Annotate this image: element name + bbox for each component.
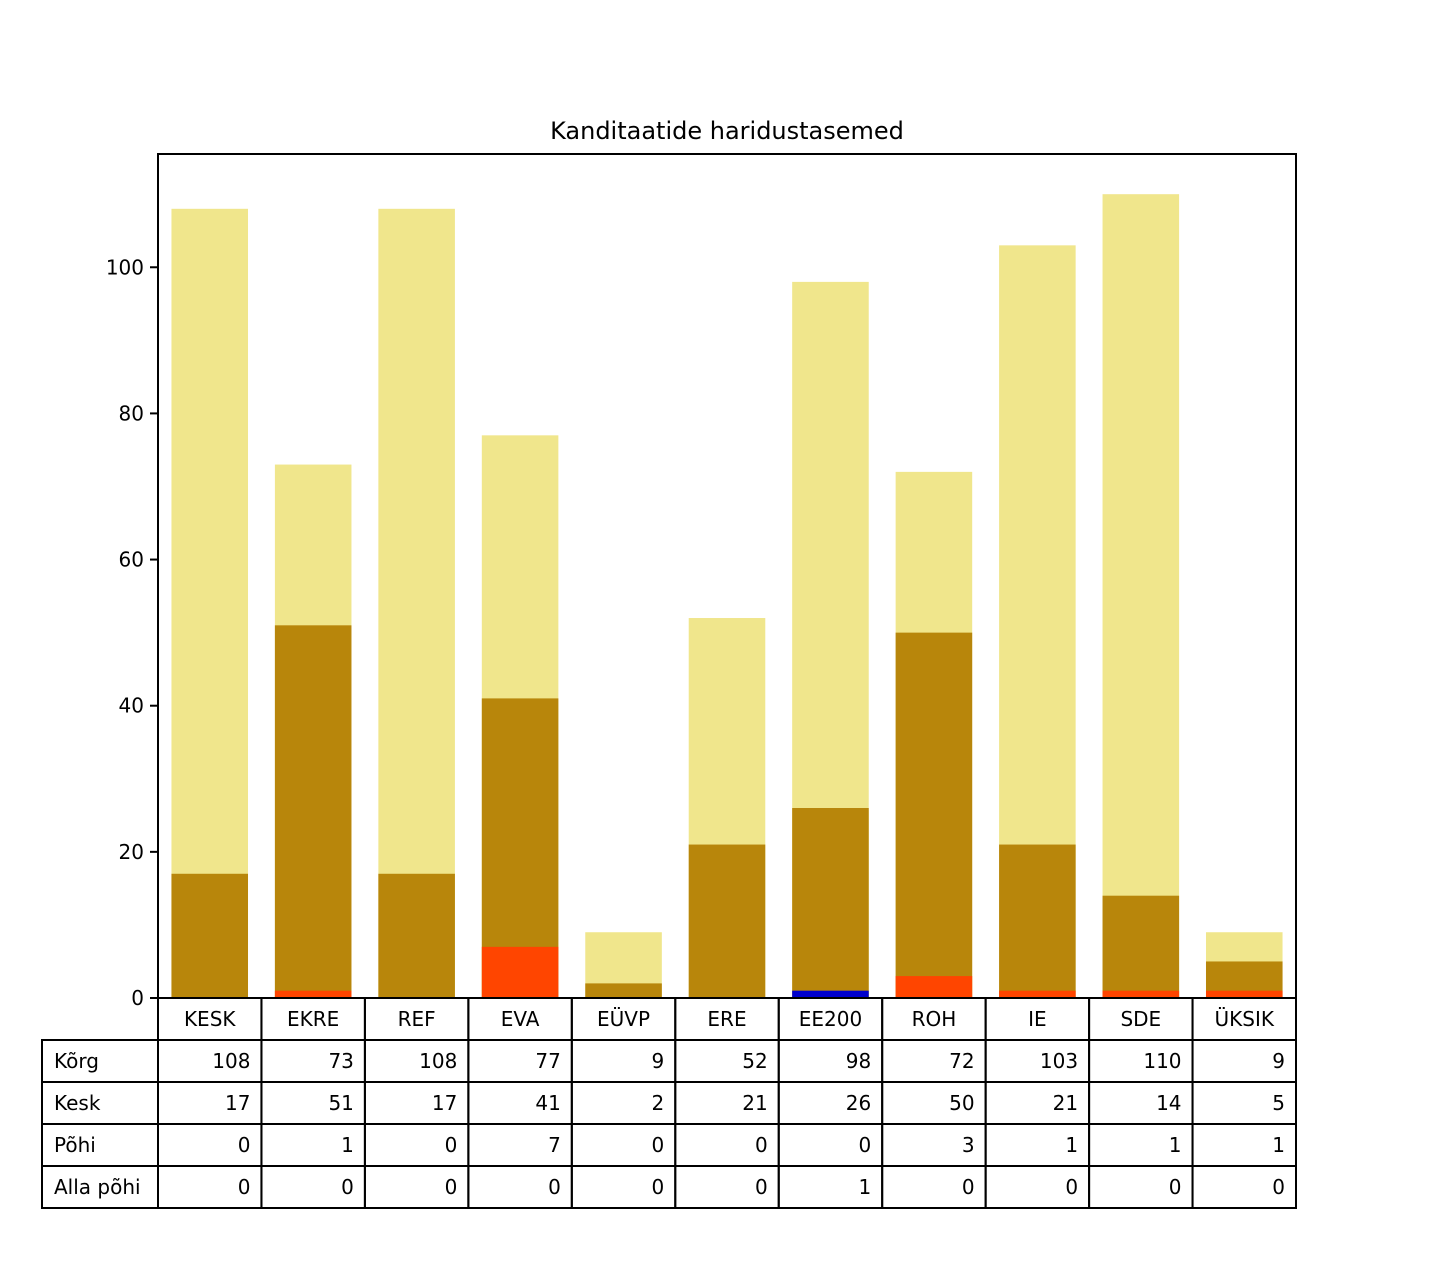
table-value-r0-c7: 72 — [949, 1049, 974, 1073]
bar-s2-c1 — [274, 990, 352, 998]
data-table: KESK EKRE REF EVA EÜVP ERE EE200 ROH IE SDE ÜKSIK K… — [41, 997, 1297, 1209]
table-col-label-3: EVA — [501, 1007, 540, 1031]
table-value-r0-c1: 73 — [328, 1049, 353, 1073]
table-col-label-2: REF — [398, 1007, 436, 1031]
table-col-label-8: IE — [1028, 1007, 1047, 1031]
table-value-r0-c4: 9 — [652, 1049, 665, 1073]
bar-s2-c8 — [999, 990, 1076, 998]
table-value-r2-c4: 0 — [652, 1133, 665, 1157]
table-value-r0-c3: 77 — [535, 1049, 560, 1073]
y-tick-label-0: 0 — [131, 986, 144, 1010]
bar-s1-c8 — [999, 844, 1076, 998]
y-tick-label-4: 80 — [119, 401, 144, 425]
table-value-r3-c4: 0 — [652, 1175, 665, 1199]
chart-title: Kanditaatide haridustasemed — [550, 117, 904, 145]
table-value-r2-c6: 0 — [858, 1133, 871, 1157]
table-value-r1-c6: 26 — [846, 1091, 871, 1115]
y-tick-label-3: 60 — [119, 548, 144, 572]
bar-s1-c4 — [585, 983, 662, 998]
table-value-r1-c1: 51 — [328, 1091, 353, 1115]
table-value-r1-c10: 5 — [1272, 1091, 1285, 1115]
table-col-label-4: EÜVP — [597, 1007, 650, 1031]
table-value-r3-c0: 0 — [238, 1175, 251, 1199]
table-value-r0-c6: 98 — [846, 1049, 871, 1073]
table-value-r1-c8: 21 — [1053, 1091, 1078, 1115]
table-row-label-3: Alla põhi — [54, 1175, 141, 1199]
table-value-r3-c6: 1 — [858, 1175, 871, 1199]
table-cell-r3-c10 — [1191, 1165, 1297, 1209]
y-tick-label-5: 100 — [106, 255, 144, 279]
table-value-r2-c5: 0 — [755, 1133, 768, 1157]
table-value-r0-c5: 52 — [742, 1049, 767, 1073]
table-value-r2-c9: 1 — [1169, 1133, 1182, 1157]
table-value-r3-c5: 0 — [755, 1175, 768, 1199]
bar-s1-c9 — [1102, 895, 1180, 998]
bar-s2-c10 — [1205, 990, 1283, 998]
table-value-r1-c3: 41 — [535, 1091, 560, 1115]
table-value-r3-c3: 0 — [548, 1175, 561, 1199]
y-tick-label-1: 20 — [119, 840, 144, 864]
table-value-r0-c8: 103 — [1040, 1049, 1078, 1073]
table-col-label-6: EE200 — [799, 1007, 862, 1031]
table-col-label-7: ROH — [912, 1007, 957, 1031]
bar-s1-c2 — [378, 873, 455, 998]
y-axis: 0 20 40 60 80 100 — [106, 255, 158, 1010]
table-value-r2-c8: 1 — [1065, 1133, 1078, 1157]
bar-s1-c1 — [274, 625, 352, 998]
table-value-r2-c2: 0 — [445, 1133, 458, 1157]
bar-s0-c2 — [378, 208, 455, 998]
table-value-r1-c0: 17 — [225, 1091, 250, 1115]
table-value-r0-c2: 108 — [419, 1049, 457, 1073]
table-row-label-2: Põhi — [54, 1133, 96, 1157]
table-col-label-5: ERE — [707, 1007, 746, 1031]
table-value-r3-c10: 0 — [1272, 1175, 1285, 1199]
table-value-r1-c5: 21 — [742, 1091, 767, 1115]
table-value-r2-c0: 0 — [238, 1133, 251, 1157]
table-value-r3-c7: 0 — [962, 1175, 975, 1199]
table-value-r3-c1: 0 — [341, 1175, 354, 1199]
bar-s1-c6 — [792, 808, 869, 998]
table-value-r3-c8: 0 — [1065, 1175, 1078, 1199]
table-value-r0-c10: 9 — [1272, 1049, 1285, 1073]
bar-s0-c9 — [1102, 194, 1180, 998]
table-value-r1-c2: 17 — [432, 1091, 457, 1115]
table-value-r1-c7: 50 — [949, 1091, 974, 1115]
bar-s2-c9 — [1102, 990, 1180, 998]
table-value-r0-c0: 108 — [212, 1049, 250, 1073]
bar-s3-c6 — [792, 990, 869, 998]
bars — [171, 194, 1283, 999]
bar-s1-c5 — [688, 844, 766, 998]
y-tick-label-2: 40 — [119, 694, 144, 718]
table-row-label-1: Kesk — [54, 1091, 101, 1115]
table-col-label-9: SDE — [1120, 1007, 1161, 1031]
table-row-label-0: Kõrg — [54, 1049, 99, 1073]
table-value-r2-c7: 3 — [962, 1133, 975, 1157]
table-value-r3-c9: 0 — [1169, 1175, 1182, 1199]
table-value-r1-c4: 2 — [652, 1091, 665, 1115]
table-col-label-0: KESK — [184, 1007, 236, 1031]
bar-s1-c0 — [171, 873, 249, 998]
table-value-r2-c3: 7 — [548, 1133, 561, 1157]
table-col-label-10: ÜKSIK — [1215, 1007, 1275, 1031]
table-value-r0-c9: 110 — [1143, 1049, 1181, 1073]
bar-s1-c7 — [895, 632, 973, 998]
bar-s2-c3 — [481, 946, 559, 998]
table-col-label-1: EKRE — [287, 1007, 339, 1031]
bar-s0-c0 — [171, 208, 249, 998]
table-value-r3-c2: 0 — [445, 1175, 458, 1199]
table-value-r1-c9: 14 — [1156, 1091, 1181, 1115]
table-value-r2-c10: 1 — [1272, 1133, 1285, 1157]
table-value-r2-c1: 1 — [341, 1133, 354, 1157]
bar-s2-c7 — [895, 976, 973, 998]
